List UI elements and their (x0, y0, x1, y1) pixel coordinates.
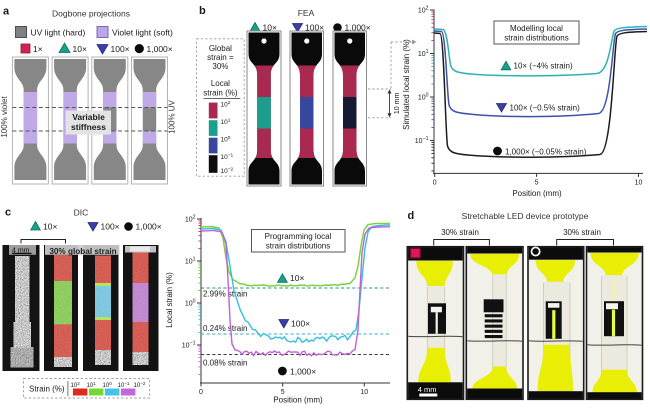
svg-text:100: 100 (103, 381, 113, 389)
svg-text:Stretchable LED device prototy: Stretchable LED device prototype (462, 211, 589, 221)
svg-text:100× (−0.5% strain): 100× (−0.5% strain) (510, 104, 581, 113)
svg-text:b: b (199, 5, 206, 17)
svg-text:10×: 10× (263, 23, 277, 33)
svg-text:10−1: 10−1 (118, 381, 130, 389)
svg-text:1,000×: 1,000× (147, 44, 173, 54)
svg-text:10: 10 (635, 179, 643, 186)
svg-text:100% UV: 100% UV (168, 99, 177, 133)
svg-text:Global: Global (209, 44, 232, 53)
svg-text:0.08% strain: 0.08% strain (203, 359, 247, 368)
svg-text:10 mm: 10 mm (394, 93, 401, 115)
svg-text:30% strain: 30% strain (563, 228, 601, 237)
svg-text:10× (−4% strain): 10× (−4% strain) (514, 62, 573, 71)
svg-text:101: 101 (87, 381, 97, 389)
svg-text:stiffness: stiffness (71, 122, 106, 132)
svg-text:Position (mm): Position (mm) (512, 189, 562, 198)
svg-text:Strain (%): Strain (%) (29, 385, 65, 394)
svg-text:strain distributions: strain distributions (266, 242, 330, 251)
svg-text:10×: 10× (43, 222, 57, 232)
svg-text:102: 102 (221, 100, 231, 109)
svg-text:2.99% strain: 2.99% strain (203, 290, 247, 299)
svg-text:4 mm: 4 mm (418, 385, 437, 394)
svg-text:0: 0 (433, 179, 437, 186)
svg-text:101: 101 (418, 49, 429, 58)
svg-text:10−2: 10−2 (221, 166, 234, 175)
svg-text:Modelling local: Modelling local (510, 24, 563, 33)
svg-text:5: 5 (535, 179, 539, 186)
svg-text:100: 100 (185, 299, 196, 308)
svg-text:100×: 100× (305, 23, 324, 33)
svg-text:strain distributions: strain distributions (504, 34, 568, 43)
svg-text:10−1: 10−1 (415, 136, 429, 145)
svg-text:4 mm: 4 mm (12, 248, 30, 255)
svg-text:1,000×: 1,000× (290, 367, 316, 377)
svg-text:10×: 10× (290, 273, 304, 283)
svg-text:10−1: 10−1 (221, 153, 234, 162)
svg-text:DIC: DIC (74, 208, 89, 218)
svg-text:30% strain: 30% strain (441, 228, 479, 237)
svg-text:Programming local: Programming local (265, 232, 332, 241)
svg-text:Variable: Variable (72, 112, 105, 122)
svg-text:1,000× (−0.05% strain): 1,000× (−0.05% strain) (505, 148, 587, 157)
svg-text:102: 102 (418, 6, 429, 15)
svg-text:c: c (5, 207, 11, 219)
svg-text:1×: 1× (33, 44, 43, 54)
svg-text:30% global strain: 30% global strain (49, 247, 116, 256)
svg-text:100×: 100× (101, 222, 120, 232)
svg-text:0: 0 (199, 389, 203, 396)
svg-text:100×: 100× (111, 44, 130, 54)
svg-text:strain =: strain = (207, 53, 234, 62)
svg-text:Local strain (%): Local strain (%) (165, 272, 174, 328)
svg-text:Position (mm): Position (mm) (273, 396, 323, 405)
svg-text:101: 101 (185, 257, 196, 266)
svg-text:10: 10 (360, 389, 368, 396)
svg-text:102: 102 (71, 381, 81, 389)
svg-text:strain (%): strain (%) (203, 89, 238, 98)
svg-text:5: 5 (281, 389, 285, 396)
svg-text:102: 102 (185, 215, 196, 224)
svg-text:10−2: 10−2 (134, 381, 146, 389)
svg-text:Dogbone projections: Dogbone projections (52, 9, 130, 19)
svg-text:d: d (408, 210, 415, 222)
svg-text:0.24% strain: 0.24% strain (203, 324, 247, 333)
svg-text:100: 100 (418, 93, 429, 102)
svg-text:100% violet: 100% violet (0, 96, 9, 138)
svg-text:10×: 10× (73, 44, 87, 54)
svg-text:a: a (3, 6, 10, 18)
svg-text:1,000×: 1,000× (345, 23, 371, 33)
svg-text:30%: 30% (212, 62, 228, 71)
svg-text:1,000×: 1,000× (136, 222, 162, 232)
svg-text:FEA: FEA (298, 8, 315, 18)
svg-text:Violet light (soft): Violet light (soft) (112, 28, 173, 38)
svg-text:100: 100 (221, 135, 231, 144)
svg-text:100×: 100× (291, 319, 310, 329)
svg-text:Simulated local strain (%): Simulated local strain (%) (402, 39, 411, 130)
svg-text:10−1: 10−1 (182, 341, 196, 350)
svg-text:UV light (hard): UV light (hard) (31, 28, 86, 38)
svg-text:101: 101 (221, 118, 231, 127)
svg-text:Local: Local (211, 79, 230, 88)
